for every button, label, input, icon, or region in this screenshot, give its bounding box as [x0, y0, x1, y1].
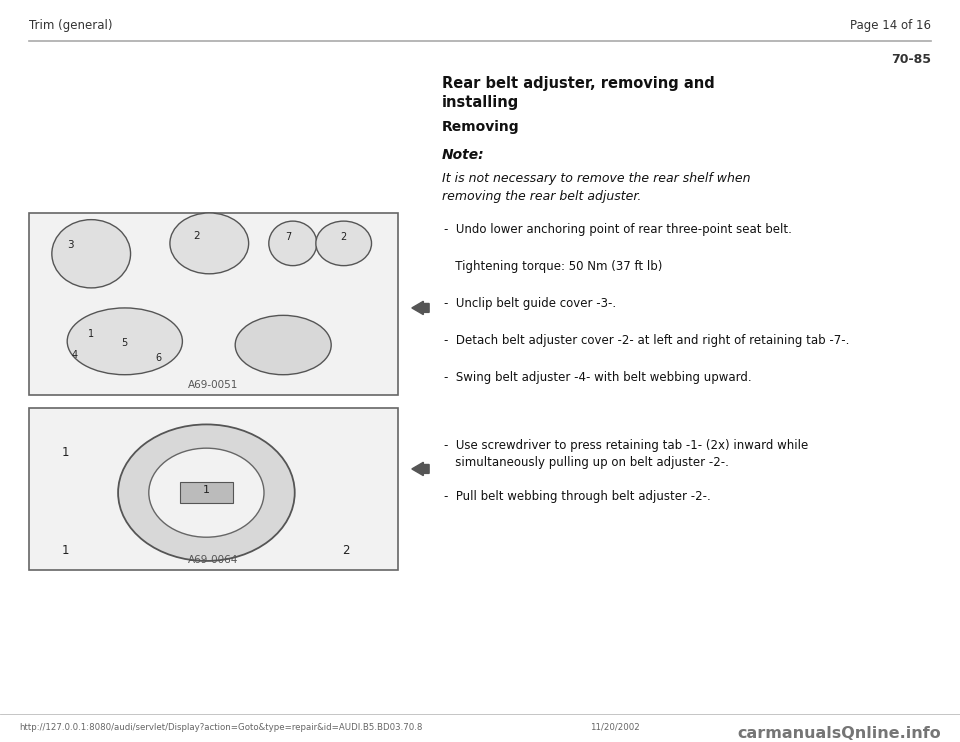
- Ellipse shape: [235, 315, 331, 375]
- Text: carmanualsQnline.info: carmanualsQnline.info: [737, 726, 941, 741]
- Text: 70-85: 70-85: [891, 53, 931, 67]
- Text: Removing: Removing: [442, 120, 519, 134]
- Ellipse shape: [170, 213, 249, 274]
- Text: http://127.0.0.1:8080/audi/servlet/Display?action=Goto&type=repair&id=AUDI.B5.BD: http://127.0.0.1:8080/audi/servlet/Displ…: [19, 723, 422, 732]
- Circle shape: [118, 424, 295, 561]
- Ellipse shape: [316, 221, 372, 266]
- Circle shape: [149, 448, 264, 537]
- Ellipse shape: [67, 308, 182, 375]
- Text: 4: 4: [72, 349, 78, 360]
- Text: -  Detach belt adjuster cover -2- at left and right of retaining tab -7-.: - Detach belt adjuster cover -2- at left…: [444, 334, 849, 347]
- Text: -  Unclip belt guide cover -3-.: - Unclip belt guide cover -3-.: [444, 297, 615, 310]
- Text: 6: 6: [156, 352, 161, 363]
- Text: Tightening torque: 50 Nm (37 ft lb): Tightening torque: 50 Nm (37 ft lb): [444, 260, 661, 273]
- Text: 2: 2: [341, 232, 347, 243]
- Text: 1: 1: [203, 485, 210, 495]
- Bar: [180, 482, 233, 503]
- Text: 1: 1: [88, 329, 94, 339]
- Text: 3: 3: [67, 240, 73, 250]
- Text: A69-0051: A69-0051: [188, 381, 238, 390]
- Text: 11/20/2002: 11/20/2002: [590, 723, 640, 732]
- Bar: [29, 213, 398, 395]
- Text: Page 14 of 16: Page 14 of 16: [851, 19, 931, 32]
- Text: -  Use screwdriver to press retaining tab -1- (2x) inward while
   simultaneousl: - Use screwdriver to press retaining tab…: [444, 439, 807, 469]
- Text: 2: 2: [342, 544, 349, 557]
- Text: It is not necessary to remove the rear shelf when
removing the rear belt adjuste: It is not necessary to remove the rear s…: [442, 172, 750, 203]
- Text: -  Swing belt adjuster -4- with belt webbing upward.: - Swing belt adjuster -4- with belt webb…: [444, 371, 751, 384]
- Text: Note:: Note:: [442, 148, 484, 162]
- Text: 5: 5: [122, 338, 128, 348]
- Bar: [29, 408, 398, 570]
- Text: 2: 2: [194, 231, 200, 241]
- Text: Rear belt adjuster, removing and
installing: Rear belt adjuster, removing and install…: [442, 76, 714, 111]
- Text: 7: 7: [285, 232, 291, 243]
- FancyArrow shape: [412, 301, 429, 315]
- Text: 1: 1: [61, 544, 69, 557]
- FancyArrow shape: [412, 462, 429, 476]
- Ellipse shape: [52, 220, 131, 288]
- Text: -  Undo lower anchoring point of rear three-point seat belt.: - Undo lower anchoring point of rear thr…: [444, 223, 791, 236]
- Text: Trim (general): Trim (general): [29, 19, 112, 32]
- Ellipse shape: [269, 221, 317, 266]
- Text: 1: 1: [61, 446, 69, 459]
- Text: A69-0064: A69-0064: [188, 556, 238, 565]
- Text: -  Pull belt webbing through belt adjuster -2-.: - Pull belt webbing through belt adjuste…: [444, 490, 710, 503]
